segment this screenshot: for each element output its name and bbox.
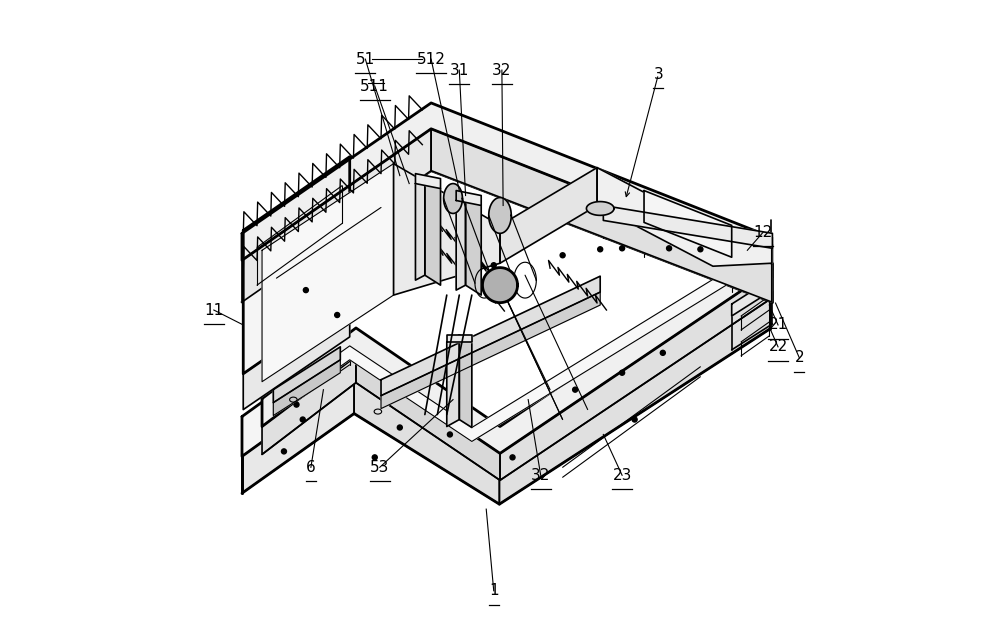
Circle shape — [335, 313, 340, 318]
Polygon shape — [273, 347, 340, 403]
Polygon shape — [500, 168, 597, 263]
Polygon shape — [425, 179, 441, 285]
Circle shape — [397, 425, 402, 430]
Polygon shape — [262, 356, 356, 454]
Text: 32: 32 — [492, 62, 512, 77]
Polygon shape — [394, 164, 500, 295]
Text: 53: 53 — [370, 460, 389, 475]
Polygon shape — [243, 300, 350, 409]
Text: 11: 11 — [204, 303, 223, 318]
Polygon shape — [447, 335, 472, 342]
Polygon shape — [284, 259, 747, 442]
Polygon shape — [242, 129, 431, 302]
Text: 12: 12 — [753, 225, 773, 240]
Polygon shape — [500, 270, 772, 481]
Polygon shape — [466, 196, 481, 295]
Polygon shape — [586, 201, 614, 215]
Text: 2: 2 — [795, 350, 804, 365]
Polygon shape — [273, 360, 340, 416]
Text: 6: 6 — [306, 460, 316, 475]
Polygon shape — [732, 278, 772, 316]
Polygon shape — [242, 103, 772, 263]
Polygon shape — [381, 292, 600, 409]
Circle shape — [560, 253, 565, 258]
Polygon shape — [415, 179, 425, 280]
Polygon shape — [381, 276, 600, 396]
Polygon shape — [354, 376, 499, 504]
Circle shape — [510, 455, 515, 460]
Circle shape — [372, 455, 377, 460]
Circle shape — [303, 287, 308, 292]
Text: 511: 511 — [360, 79, 389, 94]
Polygon shape — [242, 376, 354, 493]
Text: 1: 1 — [489, 583, 499, 598]
Polygon shape — [459, 335, 472, 428]
Circle shape — [632, 417, 637, 422]
Polygon shape — [242, 251, 770, 465]
Text: 21: 21 — [768, 318, 788, 333]
Polygon shape — [262, 244, 772, 454]
Polygon shape — [262, 164, 394, 382]
Circle shape — [620, 246, 625, 251]
Text: 3: 3 — [654, 67, 663, 82]
Polygon shape — [489, 198, 511, 233]
Circle shape — [598, 247, 603, 252]
Polygon shape — [483, 267, 518, 303]
Polygon shape — [356, 356, 500, 481]
Polygon shape — [243, 157, 350, 374]
Text: 31: 31 — [450, 62, 469, 77]
Polygon shape — [456, 196, 466, 290]
Polygon shape — [603, 206, 772, 248]
Circle shape — [698, 247, 703, 252]
Polygon shape — [644, 191, 732, 257]
Circle shape — [447, 432, 452, 437]
Polygon shape — [431, 129, 772, 302]
Polygon shape — [499, 290, 770, 504]
Polygon shape — [415, 174, 441, 189]
Text: 32: 32 — [531, 468, 550, 483]
Text: 51: 51 — [356, 52, 375, 67]
Polygon shape — [444, 184, 462, 213]
Circle shape — [294, 402, 299, 407]
Circle shape — [281, 449, 286, 454]
Circle shape — [620, 370, 625, 376]
Circle shape — [667, 246, 672, 251]
Circle shape — [660, 350, 665, 355]
Circle shape — [491, 263, 496, 268]
Text: 512: 512 — [417, 52, 446, 67]
Text: 23: 23 — [612, 468, 632, 483]
Circle shape — [300, 417, 305, 422]
Circle shape — [573, 387, 578, 392]
Text: 22: 22 — [768, 340, 788, 354]
Polygon shape — [456, 191, 481, 206]
Polygon shape — [447, 335, 459, 426]
Polygon shape — [597, 168, 772, 266]
